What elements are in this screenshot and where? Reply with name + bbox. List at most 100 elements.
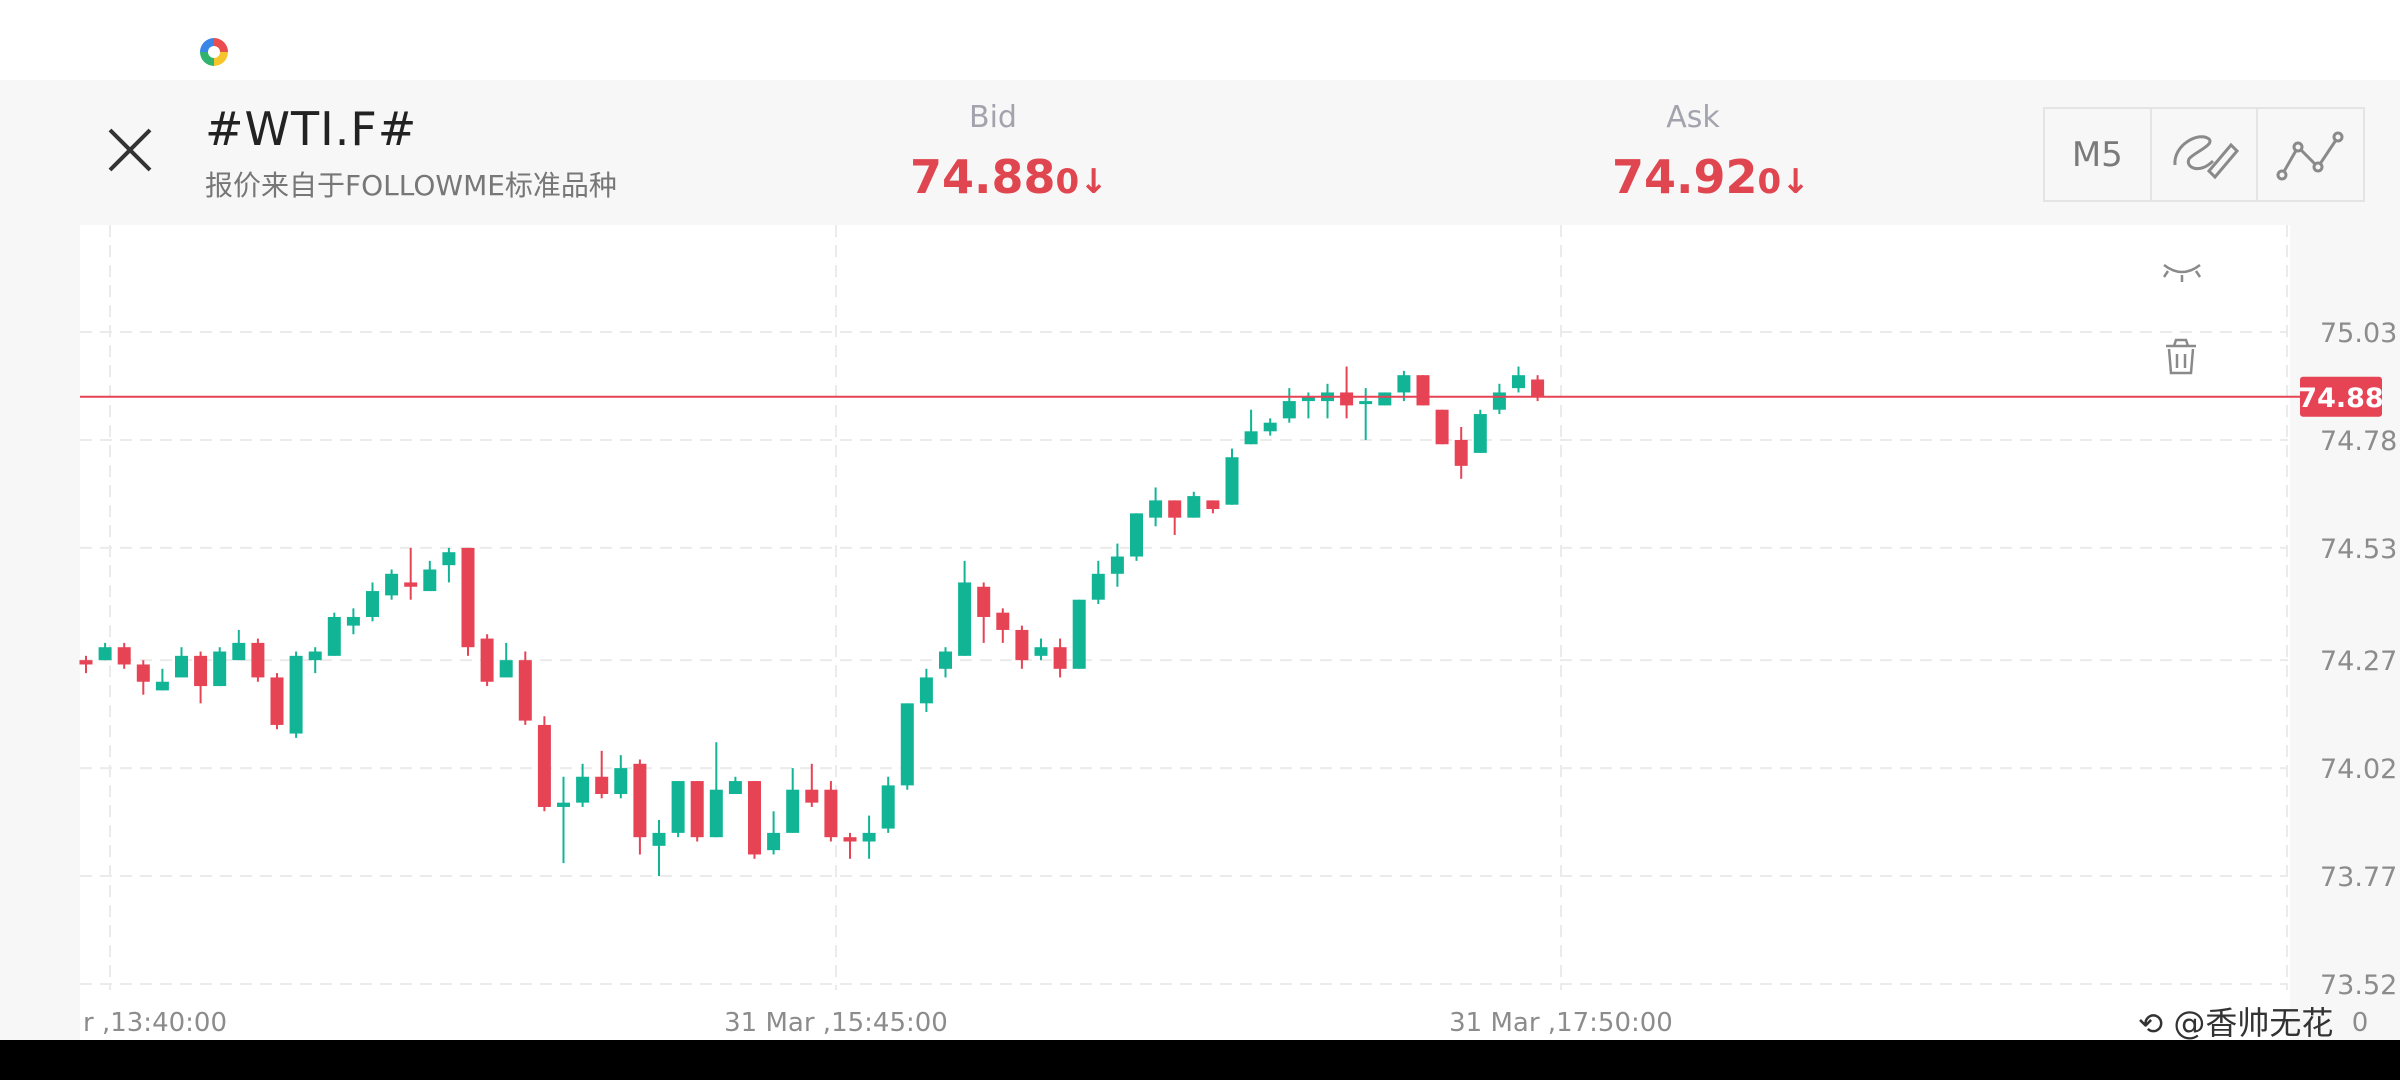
candle — [881, 776, 895, 833]
candle — [308, 647, 322, 674]
candle — [595, 750, 609, 799]
candle — [919, 668, 933, 712]
candle — [136, 660, 150, 695]
candle — [194, 651, 208, 704]
candle — [346, 608, 360, 635]
bid-price-main: 74.88 — [910, 150, 1056, 204]
candle — [805, 763, 819, 807]
current-price-label: 74.88 — [2298, 383, 2383, 414]
candle — [614, 755, 628, 799]
y-tick-label: 73.52 — [2320, 970, 2397, 1001]
candle — [1512, 366, 1525, 393]
close-button[interactable] — [100, 120, 160, 180]
candle — [1130, 513, 1143, 561]
candle — [958, 560, 972, 656]
candle — [232, 629, 246, 661]
bid-label: Bid — [969, 100, 1017, 135]
eye-hide-icon[interactable] — [2162, 263, 2202, 282]
candle — [1072, 599, 1086, 669]
candle — [1034, 638, 1048, 661]
candle — [327, 612, 341, 656]
candle — [767, 811, 781, 855]
x-tick-label: 0 — [2352, 1008, 2369, 1038]
candle — [576, 763, 590, 807]
candle — [1149, 487, 1163, 527]
candle — [404, 547, 418, 600]
candle — [1282, 388, 1296, 423]
y-tick-label: 74.02 — [2320, 754, 2397, 785]
trash-icon[interactable] — [2166, 338, 2196, 375]
candle — [251, 638, 265, 682]
candle — [652, 819, 666, 877]
candle — [1206, 500, 1220, 514]
ask-price: 74.920↓ — [1612, 150, 1810, 204]
candle — [1435, 409, 1449, 445]
candle — [385, 569, 399, 600]
candle — [786, 768, 800, 833]
candle — [1053, 638, 1067, 678]
candle — [79, 655, 93, 674]
candle — [1225, 448, 1239, 505]
weibo-icon: ⟲ — [2138, 1007, 2164, 1042]
candle — [423, 560, 437, 592]
candle — [728, 776, 742, 795]
quote-header — [0, 80, 2400, 225]
candle — [977, 582, 991, 643]
close-icon — [108, 128, 152, 172]
y-tick-label: 73.77 — [2320, 862, 2397, 893]
candle — [461, 547, 475, 656]
left-margin — [0, 225, 80, 1040]
ask-down-arrow-icon: ↓ — [1781, 162, 1810, 202]
candle — [862, 815, 876, 859]
candle — [1473, 409, 1487, 453]
candle — [289, 651, 303, 738]
chart-area[interactable]: 75.03 74.78 74.53 74.27 74.02 73.77 73.52 r ,13… — [0, 225, 2400, 1040]
candle — [996, 608, 1010, 643]
timeframe-button[interactable]: M5 — [2045, 109, 2152, 200]
x-tick-label: 31 Mar ,15:45:00 — [724, 1008, 948, 1038]
candle — [1091, 560, 1105, 605]
candle — [690, 781, 704, 842]
candle — [1454, 426, 1468, 479]
bid-price: 74.880↓ — [910, 150, 1108, 204]
candle — [1416, 375, 1430, 406]
line-chart-icon — [2276, 131, 2344, 180]
y-tick-label: 74.53 — [2320, 534, 2397, 565]
candle — [98, 642, 112, 661]
ask-label: Ask — [1666, 100, 1720, 135]
candle — [117, 642, 131, 669]
candle — [1263, 418, 1277, 436]
y-tick-label: 74.27 — [2320, 646, 2397, 677]
candle — [270, 673, 284, 730]
candle — [1244, 409, 1258, 445]
right-axis-background — [2290, 225, 2400, 1040]
drawing-tool-button[interactable] — [2152, 109, 2259, 200]
symbol-title: #WTI.F# — [205, 102, 418, 156]
bottom-black-bar — [0, 1040, 2400, 1080]
candle — [537, 716, 551, 812]
y-tick-label: 75.03 — [2320, 318, 2397, 349]
candle — [633, 759, 647, 855]
candle — [175, 647, 188, 678]
candle — [499, 642, 513, 678]
chart-toolbar: M5 — [2043, 107, 2365, 202]
candle — [939, 647, 952, 678]
candle — [518, 651, 532, 725]
candle — [366, 582, 379, 622]
bid-price-tail: 0 — [1055, 162, 1080, 202]
candlestick-chart[interactable]: 75.03 74.78 74.53 74.27 74.02 73.77 73.52 r ,13… — [0, 225, 2400, 1040]
candle — [213, 647, 227, 687]
watermark-text: @香帅无花 — [2173, 1004, 2334, 1042]
candle — [1015, 625, 1029, 669]
timeframe-label: M5 — [2071, 134, 2123, 175]
candle — [748, 781, 761, 859]
brush-icon — [2173, 134, 2239, 179]
candle — [843, 832, 857, 859]
candle — [900, 703, 914, 790]
x-tick-label: 31 Mar ,17:50:00 — [1449, 1008, 1673, 1038]
indicator-button[interactable] — [2258, 109, 2363, 200]
candle — [1187, 491, 1201, 518]
current-price-tag — [2300, 376, 2382, 417]
app-status-icon — [200, 38, 228, 66]
candle — [480, 634, 494, 687]
